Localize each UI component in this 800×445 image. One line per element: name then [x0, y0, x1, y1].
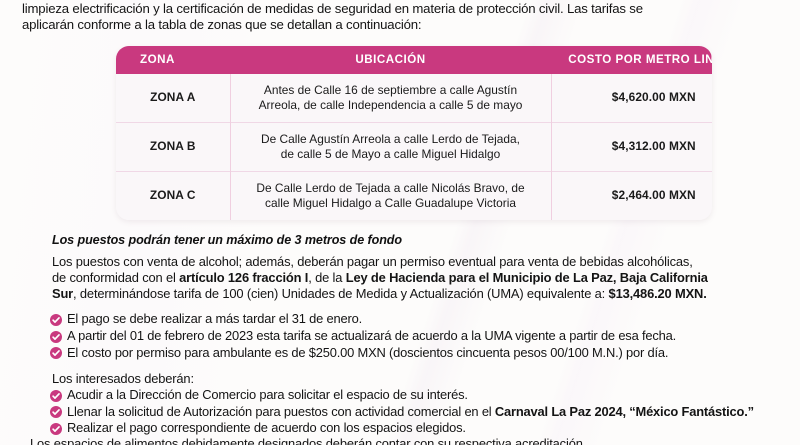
check-circle-icon — [50, 330, 62, 343]
depth-note: Los puestos podrán tener un máximo de 3 … — [52, 232, 402, 247]
alcohol-law-ref-cont: Sur — [52, 286, 74, 302]
requirement-event-name: Carnaval La Paz 2024, “México Fantástico… — [494, 403, 754, 419]
table-row: ZONA B De Calle Agustín Arreola a calle … — [116, 121, 712, 172]
alcohol-text: , determinándose tarifa de 100 (cien) Un… — [73, 286, 609, 302]
zones-table-container: ZONA UBICACIÓN COSTO POR METRO LINEAL ZO… — [116, 45, 712, 220]
list-item: Acudir a la Dirección de Comercio para s… — [50, 387, 778, 404]
cell-ubicacion-line: Arreola, de calle Independencia a calle … — [258, 97, 523, 112]
zones-table-header-row: ZONA UBICACIÓN COSTO POR METRO LINEAL — [116, 45, 712, 74]
intro-paragraph: limpieza electrificación y la certificac… — [22, 0, 778, 34]
alcohol-article-ref: artículo 126 fracción I — [179, 270, 309, 286]
alcohol-paragraph-line-2: de conformidad con el artículo 126 fracc… — [52, 270, 778, 286]
cell-ubicacion-line: de calle 5 de Mayo a calle Miguel Hidalg… — [280, 146, 501, 161]
intro-line-1: limpieza electrificación y la certificac… — [22, 1, 643, 16]
cell-ubicacion-line: De Calle Lerdo de Tejada a calle Nicolás… — [256, 180, 525, 195]
list-item: El costo por permiso para ambulante es d… — [50, 345, 778, 362]
payment-note-text: El costo por permiso para ambulante es d… — [67, 344, 669, 360]
check-circle-icon — [50, 347, 62, 360]
requirements-label: Los interesados deberán: — [52, 371, 194, 387]
list-item: Llenar la solicitud de Autorización para… — [50, 404, 778, 421]
payment-note-text: A partir del 01 de febrero de 2023 esta … — [67, 328, 677, 344]
intro-line-2: aplicarán conforme a la tabla de zonas q… — [22, 17, 422, 33]
list-item: El pago se debe realizar a más tardar el… — [50, 311, 778, 328]
cell-zona: ZONA B — [116, 121, 231, 172]
column-header-costo: COSTO POR METRO LINEAL — [551, 45, 712, 74]
cell-ubicacion: De Calle Agustín Arreola a calle Lerdo d… — [230, 121, 552, 172]
cell-costo: $2,464.00 MXN — [551, 170, 712, 220]
column-header-zona: ZONA — [116, 45, 230, 74]
alcohol-law-ref: Ley de Hacienda para el Municipio de La … — [345, 270, 708, 286]
check-circle-icon — [50, 422, 62, 435]
zones-table-body: ZONA A Antes de Calle 16 de septiembre a… — [116, 73, 712, 220]
table-row: ZONA C De Calle Lerdo de Tejada a calle … — [116, 170, 712, 220]
zones-table: ZONA UBICACIÓN COSTO POR METRO LINEAL ZO… — [116, 45, 712, 220]
requirements-list: Acudir a la Dirección de Comercio para s… — [50, 387, 778, 437]
clipped-bottom-line: Los espacios de alimentos debidamente de… — [30, 436, 583, 445]
cell-ubicacion-line: Antes de Calle 16 de septiembre a calle … — [263, 82, 518, 97]
alcohol-text: de conformidad con el — [52, 270, 180, 286]
payment-notes-list: El pago se debe realizar a más tardar el… — [50, 311, 778, 361]
alcohol-paragraph-line-3: Sur, determinándose tarifa de 100 (cien)… — [52, 286, 778, 302]
table-row: ZONA A Antes de Calle 16 de septiembre a… — [116, 73, 712, 123]
requirement-text: Acudir a la Dirección de Comercio para s… — [67, 387, 468, 403]
zones-table-head: ZONA UBICACIÓN COSTO POR METRO LINEAL — [116, 45, 712, 74]
cell-costo: $4,312.00 MXN — [551, 121, 712, 172]
alcohol-paragraph: Los puestos con venta de alcohol; además… — [52, 254, 778, 303]
check-circle-icon — [50, 389, 62, 402]
alcohol-text: , de la — [308, 270, 346, 286]
cell-ubicacion-line: De Calle Agustín Arreola a calle Lerdo d… — [261, 131, 520, 146]
requirement-text: Llenar la solicitud de Autorización para… — [67, 403, 495, 419]
cell-ubicacion-line: calle Miguel Hidalgo a Calle Guadalupe V… — [265, 195, 516, 210]
list-item: A partir del 01 de febrero de 2023 esta … — [50, 328, 778, 345]
cell-zona: ZONA C — [116, 170, 231, 220]
list-item: Realizar el pago correspondiente de acue… — [50, 420, 778, 437]
check-circle-icon — [50, 313, 62, 326]
cell-ubicacion: De Calle Lerdo de Tejada a calle Nicolás… — [230, 170, 552, 220]
cell-ubicacion: Antes de Calle 16 de septiembre a calle … — [230, 73, 552, 123]
payment-note-text: El pago se debe realizar a más tardar el… — [67, 311, 363, 327]
requirement-text: Realizar el pago correspondiente de acue… — [67, 420, 466, 436]
cell-costo: $4,620.00 MXN — [551, 73, 712, 123]
check-circle-icon — [50, 406, 62, 419]
alcohol-uma-amount: $13,486.20 MXN. — [608, 286, 707, 302]
alcohol-paragraph-line-1: Los puestos con venta de alcohol; además… — [52, 253, 693, 269]
column-header-ubicacion: UBICACIÓN — [230, 45, 551, 74]
cell-zona: ZONA A — [116, 73, 231, 123]
